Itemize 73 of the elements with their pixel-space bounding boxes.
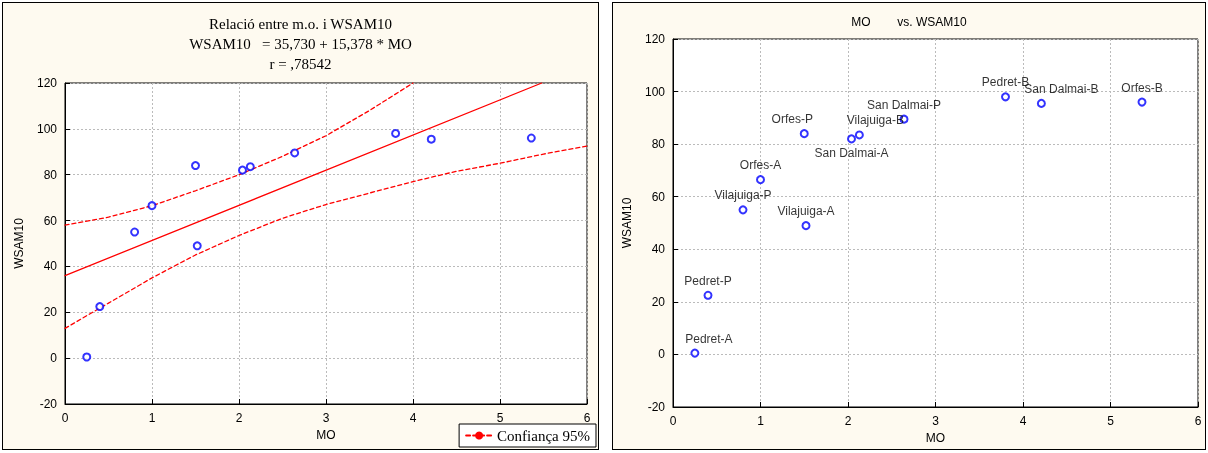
y-tick-label: 120 (644, 32, 666, 46)
y-tick-label: 60 (43, 213, 58, 228)
y-tick-label: -20 (647, 400, 666, 414)
point (756, 175, 765, 185)
y-tick-label: 20 (651, 294, 666, 309)
point (147, 201, 157, 211)
data-label: Vilajuiga-P (714, 188, 772, 203)
point (526, 133, 536, 143)
point (1036, 98, 1046, 108)
y-axis-title: WSAM10 (620, 197, 634, 249)
x-tick-label: 1 (757, 414, 765, 428)
x-axis-title: MO (925, 431, 946, 445)
y-tick-label: 60 (651, 189, 666, 204)
y-tick-label: 100 (36, 121, 58, 136)
y-tick-label: 80 (43, 167, 58, 182)
data-label: Pedret-A (685, 331, 733, 346)
data-label: Pedret-P (684, 273, 732, 288)
legend-label: Confiança 95% (497, 427, 590, 444)
point (245, 162, 255, 172)
data-label: San Dalmai-P (866, 97, 942, 112)
y-tick-label: 100 (644, 84, 666, 99)
data-label: Orfes-A (739, 158, 782, 173)
x-tick-label: 3 (322, 411, 330, 425)
point (130, 227, 140, 237)
y-tick-label: 40 (651, 242, 666, 257)
x-tick-label: 6 (1194, 414, 1202, 428)
point (738, 205, 748, 215)
line-series (64, 82, 414, 226)
x-tick-label: 6 (583, 411, 591, 425)
x-tick-label: 5 (1107, 414, 1115, 428)
text: r = ,78542 (269, 55, 332, 72)
point (290, 148, 300, 158)
chart-subtitle: WSAM10 = 35,730 + 15,378 * MO (189, 35, 413, 52)
y-tick-label: 120 (36, 76, 58, 90)
y-axis-title: WSAM10 (12, 217, 26, 269)
x-tick-label: 5 (496, 411, 504, 425)
point (1001, 92, 1010, 102)
chart-title: MO vs. WSAM10 (851, 15, 967, 29)
y-tick-label: 0 (658, 347, 666, 362)
point (799, 129, 809, 139)
x-tick-label: 3 (932, 414, 940, 428)
chart-title: Relació entre m.o. i WSAM10 (208, 15, 393, 32)
x-tick-label: 0 (669, 414, 677, 428)
y-tick-label: 0 (50, 351, 58, 366)
x-tick-label: 4 (409, 411, 417, 425)
point (391, 128, 401, 138)
data-label: San Dalmai-A (814, 146, 889, 161)
point (82, 352, 92, 362)
point (1137, 97, 1147, 107)
point (95, 302, 105, 312)
point (426, 134, 436, 144)
point (690, 348, 700, 358)
y-tick-label: -20 (39, 397, 58, 411)
y-tick-label: 80 (651, 137, 666, 152)
y-tick-label: 40 (43, 259, 58, 274)
point (847, 134, 856, 144)
line-series (64, 145, 588, 329)
point (191, 161, 200, 171)
point (192, 241, 202, 251)
point (801, 221, 811, 231)
data-label: Orfes-B (1121, 80, 1163, 95)
point (703, 290, 713, 300)
y-tick-label: 20 (43, 305, 58, 320)
x-tick-label: 0 (61, 411, 69, 425)
x-tick-label: 4 (1019, 414, 1027, 428)
data-label: Vilajuiga-A (777, 204, 835, 219)
point (854, 130, 864, 140)
data-label: Orfes-P (771, 112, 813, 127)
x-tick-label: 2 (844, 414, 852, 428)
x-axis-title: MO (316, 428, 336, 442)
x-tick-label: 2 (235, 411, 243, 425)
x-tick-label: 1 (148, 411, 156, 425)
point (237, 165, 247, 175)
